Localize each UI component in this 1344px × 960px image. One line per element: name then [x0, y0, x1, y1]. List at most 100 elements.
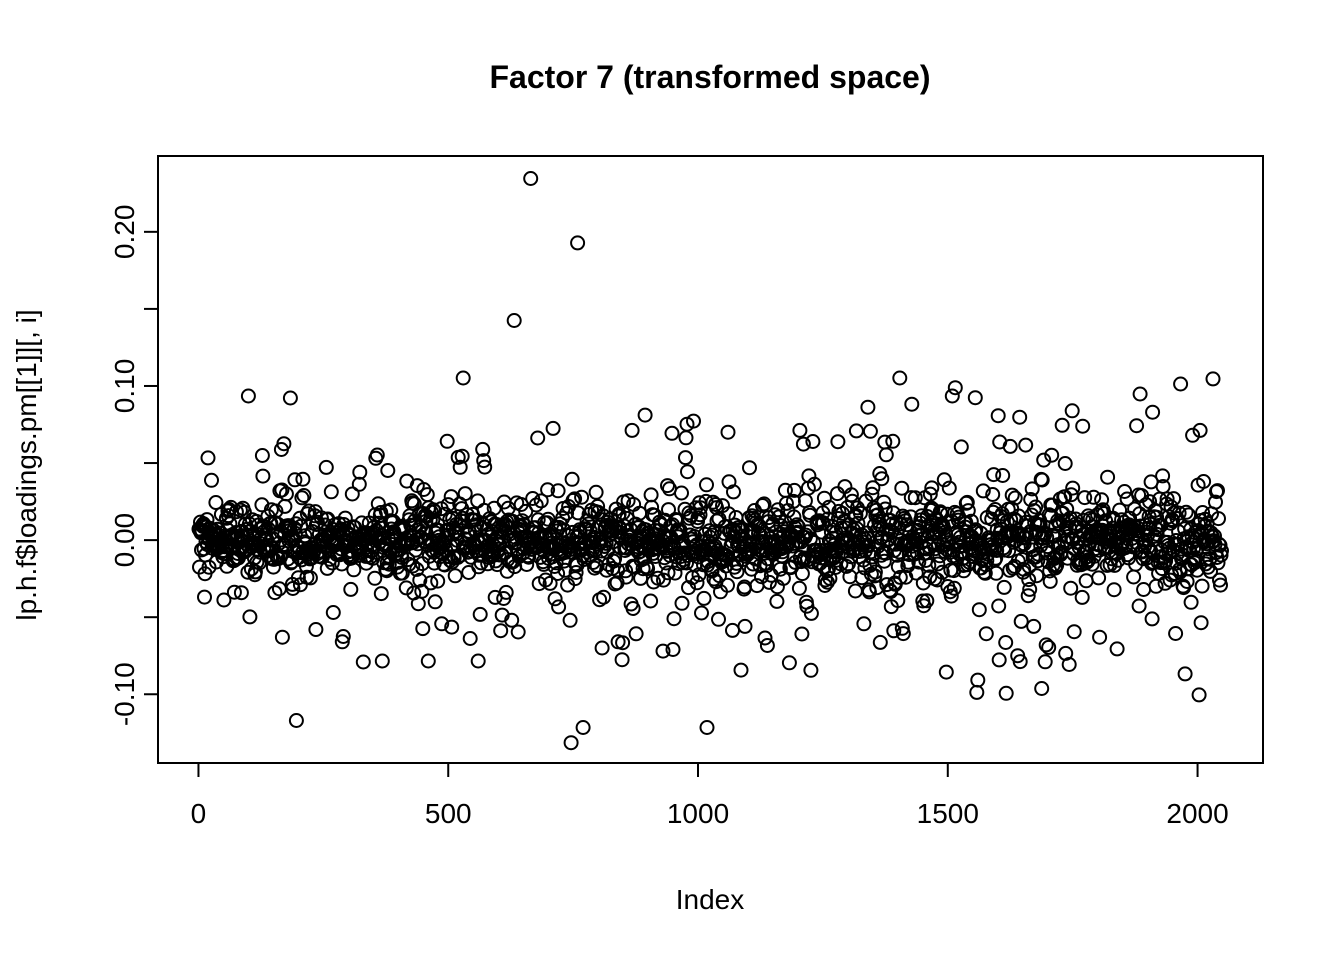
- data-point: [1012, 654, 1028, 670]
- data-point: [815, 515, 831, 531]
- data-point: [848, 423, 864, 439]
- data-point: [938, 664, 954, 680]
- data-point: [873, 530, 889, 546]
- data-point: [689, 575, 705, 591]
- data-point: [720, 424, 736, 440]
- data-point: [380, 463, 396, 478]
- data-point: [618, 569, 634, 585]
- data-point: [295, 471, 311, 487]
- data-point: [255, 468, 271, 484]
- data-point: [555, 510, 571, 526]
- data-point: [680, 464, 695, 480]
- data-point: [1004, 487, 1020, 503]
- data-point: [1092, 629, 1108, 645]
- data-point: [589, 558, 605, 574]
- data-point: [559, 505, 575, 521]
- data-point: [276, 436, 292, 452]
- data-point: [791, 580, 807, 596]
- scatter-points-layer: [191, 171, 1229, 751]
- data-point: [274, 629, 290, 645]
- data-point: [1145, 404, 1161, 420]
- data-point: [477, 459, 493, 475]
- data-point: [628, 626, 644, 642]
- data-point: [756, 496, 772, 512]
- data-point: [1077, 490, 1093, 506]
- data-point: [1181, 507, 1197, 523]
- data-point: [1117, 484, 1133, 499]
- data-point: [852, 505, 868, 521]
- chart-title: Factor 7 (transformed space): [489, 59, 930, 95]
- data-point: [721, 506, 736, 522]
- data-point: [1054, 417, 1070, 433]
- data-point: [398, 580, 414, 596]
- data-point: [511, 549, 527, 564]
- data-point: [1178, 504, 1194, 520]
- data-point: [878, 447, 894, 463]
- data-point: [1084, 556, 1100, 572]
- data-point: [563, 735, 579, 751]
- data-point: [699, 477, 714, 493]
- x-tick-label: 2000: [1166, 798, 1228, 829]
- data-point: [761, 574, 777, 590]
- data-point: [1183, 594, 1199, 610]
- data-point: [542, 575, 558, 591]
- data-point: [1210, 483, 1225, 499]
- data-point: [1177, 666, 1193, 682]
- data-point: [1213, 577, 1228, 593]
- data-point: [755, 498, 770, 513]
- data-point: [879, 533, 895, 549]
- data-point: [737, 618, 753, 634]
- data-point: [454, 448, 470, 464]
- data-point: [995, 468, 1011, 483]
- data-point: [986, 467, 1002, 483]
- data-point: [640, 561, 656, 577]
- data-point: [1144, 611, 1160, 627]
- data-point: [969, 684, 985, 700]
- data-point: [220, 508, 236, 524]
- data-point: [656, 572, 671, 588]
- data-point: [323, 484, 339, 500]
- data-point: [769, 593, 785, 609]
- data-point: [919, 593, 935, 609]
- data-point: [998, 685, 1014, 701]
- data-point: [892, 370, 908, 386]
- data-point: [476, 453, 492, 469]
- data-point: [872, 634, 888, 650]
- data-point: [1109, 641, 1125, 657]
- data-point: [226, 584, 242, 600]
- data-point: [908, 565, 924, 581]
- data-point: [1126, 569, 1142, 585]
- data-point: [864, 486, 880, 502]
- data-point: [830, 434, 846, 450]
- data-point: [996, 579, 1012, 595]
- data-point: [874, 471, 890, 487]
- data-point: [979, 553, 995, 568]
- data-point: [570, 235, 586, 251]
- data-point: [1211, 511, 1226, 527]
- data-point: [655, 643, 671, 659]
- data-point: [1149, 526, 1165, 542]
- data-point: [374, 653, 390, 669]
- data-point: [646, 574, 662, 590]
- data-point: [1012, 409, 1028, 425]
- data-point: [1075, 418, 1091, 434]
- data-point: [1203, 563, 1218, 579]
- data-point: [344, 486, 360, 502]
- data-point: [1036, 452, 1052, 468]
- data-point: [985, 487, 1001, 502]
- data-point: [550, 566, 566, 581]
- data-point: [564, 471, 580, 487]
- data-point: [775, 570, 791, 586]
- data-point: [1028, 499, 1044, 515]
- data-point: [574, 489, 590, 505]
- data-point: [1171, 505, 1187, 521]
- data-point: [794, 566, 810, 582]
- data-point: [778, 495, 794, 511]
- data-point: [1002, 438, 1018, 454]
- data-point: [978, 626, 994, 642]
- data-point: [991, 598, 1007, 614]
- data-point: [423, 575, 439, 591]
- data-point: [786, 482, 802, 498]
- data-point: [282, 390, 298, 406]
